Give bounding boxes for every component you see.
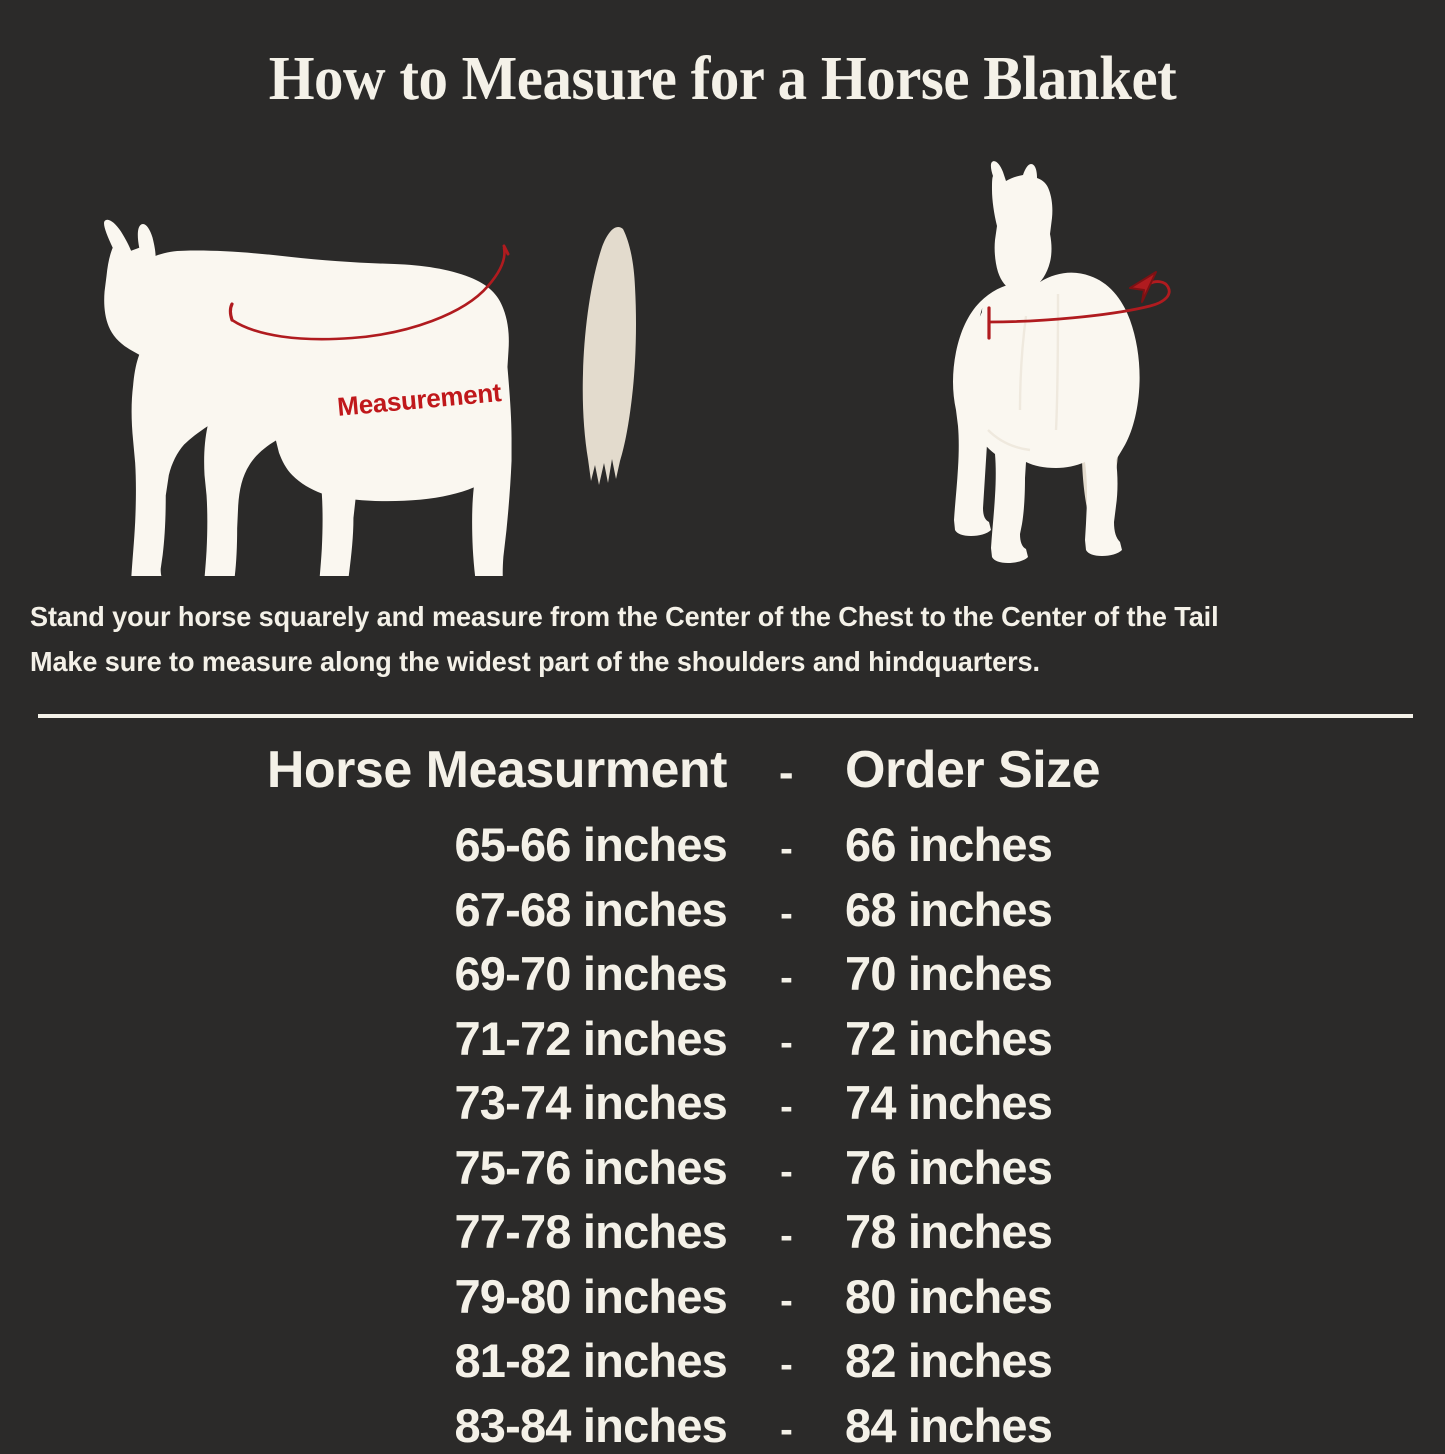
instruction-line-2: Make sure to measure along the widest pa… xyxy=(30,646,1040,677)
cell-measurement: 71-72 inches xyxy=(454,1011,727,1065)
cell-separator: - xyxy=(780,1021,793,1064)
cell-separator: - xyxy=(780,1150,793,1193)
horse-rear-contours xyxy=(987,293,1060,452)
cell-measurement: 79-80 inches xyxy=(454,1269,727,1323)
cell-separator: - xyxy=(780,1086,793,1128)
instruction-line-1: Stand your horse squarely and measure fr… xyxy=(30,601,1219,632)
cell-order-size: 66 inches xyxy=(845,818,1053,871)
cell-measurement: 81-82 inches xyxy=(454,1334,727,1387)
table-row: 73-74 inches - 74 inches xyxy=(0,1073,1445,1138)
table-row: 75-76 inches - 76 inches xyxy=(0,1138,1445,1203)
cell-separator: - xyxy=(780,892,793,935)
cell-order-size: 78 inches xyxy=(845,1205,1053,1258)
table-row: 65-66 inches - 66 inches xyxy=(0,815,1445,880)
cell-measurement: 75-76 inches xyxy=(454,1140,727,1194)
table-row: 79-80 inches - 80 inches xyxy=(0,1267,1445,1332)
cell-measurement: 69-70 inches xyxy=(454,947,727,1000)
size-chart-table: Horse Measurment - Order Size 65-66 inch… xyxy=(0,734,1445,1454)
cell-order-size: 80 inches xyxy=(845,1269,1053,1323)
horse-side-tail xyxy=(582,227,636,485)
table-row: 83-84 inches - 84 inches xyxy=(0,1396,1445,1454)
cell-separator: - xyxy=(780,1344,793,1386)
cell-order-size: 68 inches xyxy=(845,882,1053,936)
horse-rear-body xyxy=(953,272,1140,563)
table-header-order-size: Order Size xyxy=(845,741,1101,799)
instruction-text: Stand your horse squarely and measure fr… xyxy=(30,594,1409,684)
table-row: 81-82 inches - 82 inches xyxy=(0,1331,1445,1396)
measurement-arrow-head xyxy=(1129,271,1157,303)
measurement-line-side-chest-tick xyxy=(228,302,234,322)
cell-order-size: 70 inches xyxy=(845,947,1053,1000)
cell-order-size: 76 inches xyxy=(845,1140,1053,1194)
measurement-line-side-tick xyxy=(502,244,510,256)
table-row: 67-68 inches - 68 inches xyxy=(0,880,1445,945)
section-divider xyxy=(38,714,1413,718)
horse-rear-view-illustration xyxy=(930,130,1220,576)
page-title: How to Measure for a Horse Blanket xyxy=(268,45,1177,113)
cell-separator: - xyxy=(780,1408,793,1451)
cell-measurement: 65-66 inches xyxy=(454,818,727,871)
cell-separator: - xyxy=(780,957,793,999)
cell-separator: - xyxy=(780,1215,793,1257)
measurement-line-rear-sweep xyxy=(987,280,1171,324)
table-row: 77-78 inches - 78 inches xyxy=(0,1202,1445,1267)
table-row: 69-70 inches - 70 inches xyxy=(0,944,1445,1009)
cell-order-size: 72 inches xyxy=(845,1011,1053,1065)
illustration-band: Measurement xyxy=(0,128,1445,576)
cell-measurement: 77-78 inches xyxy=(454,1205,727,1258)
cell-order-size: 84 inches xyxy=(845,1398,1053,1452)
cell-separator: - xyxy=(780,828,793,870)
table-row: 71-72 inches - 72 inches xyxy=(0,1009,1445,1074)
table-header-measurement: Horse Measurment xyxy=(266,741,728,799)
cell-order-size: 82 inches xyxy=(845,1334,1053,1387)
cell-order-size: 74 inches xyxy=(845,1076,1053,1129)
measurement-line-side xyxy=(230,246,506,341)
horse-rear-head xyxy=(990,161,1053,292)
table-header-separator: - xyxy=(778,748,794,797)
cell-measurement: 83-84 inches xyxy=(454,1398,727,1452)
cell-measurement: 73-74 inches xyxy=(454,1076,727,1129)
horse-side-view-illustration xyxy=(60,128,700,576)
table-header-row: Horse Measurment - Order Size xyxy=(0,734,1445,809)
horse-side-body xyxy=(104,219,512,576)
cell-measurement: 67-68 inches xyxy=(454,882,727,936)
cell-separator: - xyxy=(780,1279,793,1322)
